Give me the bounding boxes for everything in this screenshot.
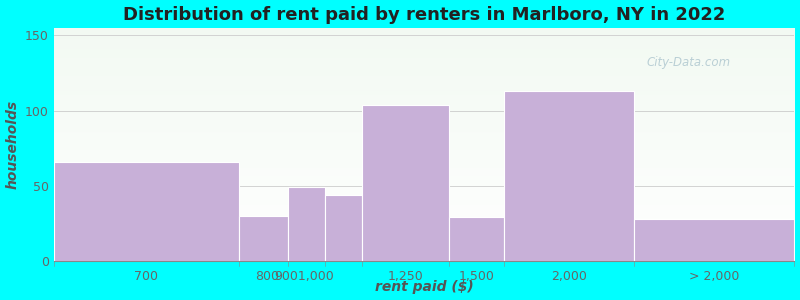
Text: > 2,000: > 2,000 <box>689 270 739 283</box>
Bar <box>504 91 634 261</box>
Bar <box>239 216 288 261</box>
Text: 1,250: 1,250 <box>388 270 423 283</box>
Text: 700: 700 <box>134 270 158 283</box>
Y-axis label: households: households <box>6 100 19 189</box>
Bar <box>362 105 449 261</box>
Text: City-Data.com: City-Data.com <box>646 56 730 69</box>
Title: Distribution of rent paid by renters in Marlboro, NY in 2022: Distribution of rent paid by renters in … <box>123 6 726 24</box>
X-axis label: rent paid ($): rent paid ($) <box>374 280 474 294</box>
Bar <box>54 162 239 261</box>
Bar <box>326 195 362 261</box>
Bar <box>449 218 504 261</box>
Text: 1,500: 1,500 <box>458 270 494 283</box>
Text: 2,000: 2,000 <box>551 270 587 283</box>
Text: 9001,000: 9001,000 <box>274 270 334 283</box>
Text: 800: 800 <box>254 270 278 283</box>
Bar <box>634 219 794 261</box>
Bar <box>288 187 326 261</box>
